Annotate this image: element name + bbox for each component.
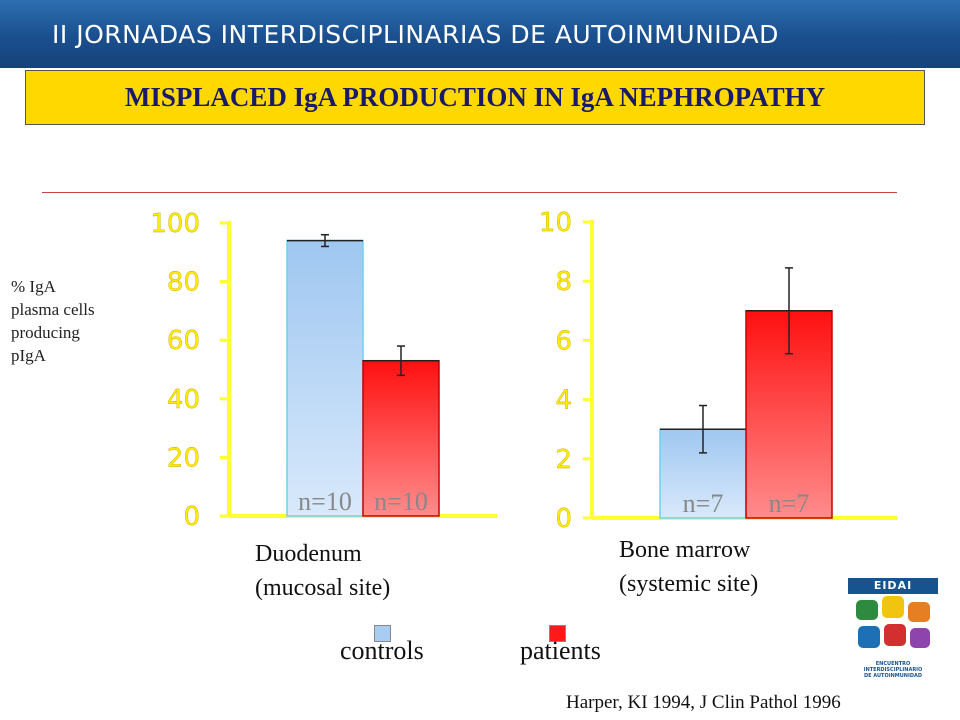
y-tick-label: 0 xyxy=(183,502,200,532)
y-tick-label: 40 xyxy=(167,385,200,415)
slide-title-box: MISPLACED IgA PRODUCTION IN IgA NEPHROPA… xyxy=(25,70,925,125)
legend-swatch-controls xyxy=(374,625,391,642)
citation: Harper, KI 1994, J Clin Pathol 1996 xyxy=(566,692,841,713)
y-axis-label-line: plasma cells xyxy=(11,300,95,319)
y-tick-label: 2 xyxy=(555,445,572,475)
bar-patients xyxy=(362,359,440,517)
slide-title: MISPLACED IgA PRODUCTION IN IgA NEPHROPA… xyxy=(124,82,826,112)
category-label-line: Bone marrow xyxy=(619,537,751,563)
y-tick-label: 4 xyxy=(555,386,572,416)
y-tick-label: 8 xyxy=(555,267,572,297)
y-tick-label: 6 xyxy=(555,326,572,356)
n-label: n=10 xyxy=(298,487,352,516)
legend-swatch-patients xyxy=(549,625,566,642)
category-label-line: Duodenum xyxy=(255,541,362,567)
eidai-logo: EIDAI ENCUENTRO INTERDISCIPLINARIO DE AU… xyxy=(848,578,938,688)
y-tick-label: 60 xyxy=(167,326,200,356)
logo-caption-line: ENCUENTRO xyxy=(875,661,911,667)
category-label-duodenum: Duodenum (mucosal site) xyxy=(255,537,390,605)
category-label-line: (mucosal site) xyxy=(255,575,391,601)
legend-label-controls: controls xyxy=(340,636,424,665)
category-label-bone-marrow: Bone marrow (systemic site) xyxy=(619,533,758,601)
bar-controls xyxy=(286,239,364,517)
logo-hands-icon xyxy=(856,596,930,648)
n-label: n=10 xyxy=(374,487,428,516)
header-title: II JORNADAS INTERDISCIPLINARIAS DE AUTOI… xyxy=(52,20,779,49)
logo-caption-line: DE AUTOINMUNIDAD xyxy=(863,673,923,679)
y-tick-label: 100 xyxy=(150,209,200,239)
category-label-line: (systemic site) xyxy=(619,571,759,597)
n-label: n=7 xyxy=(683,489,724,518)
header-banner: II JORNADAS INTERDISCIPLINARIAS DE AUTOI… xyxy=(0,0,960,68)
legend-label-patients: patients xyxy=(520,636,601,665)
y-tick-label: 80 xyxy=(167,268,200,298)
divider-line xyxy=(42,192,897,193)
y-tick-label: 0 xyxy=(555,504,572,534)
y-axis-label: % IgA plasma cells producing pIgA xyxy=(11,275,141,367)
y-axis-label-line: pIgA xyxy=(11,346,46,365)
y-axis-label-line: producing xyxy=(11,323,80,342)
logo-caption-line: INTERDISCIPLINARIO xyxy=(863,667,923,673)
logo-caption: ENCUENTRO INTERDISCIPLINARIO DE AUTOINMU… xyxy=(848,661,938,679)
logo-wordmark: EIDAI xyxy=(848,578,938,594)
n-label: n=7 xyxy=(769,489,810,518)
y-tick-label: 20 xyxy=(167,443,200,473)
y-axis-label-line: % IgA xyxy=(11,277,56,296)
y-tick-label: 10 xyxy=(539,208,572,238)
